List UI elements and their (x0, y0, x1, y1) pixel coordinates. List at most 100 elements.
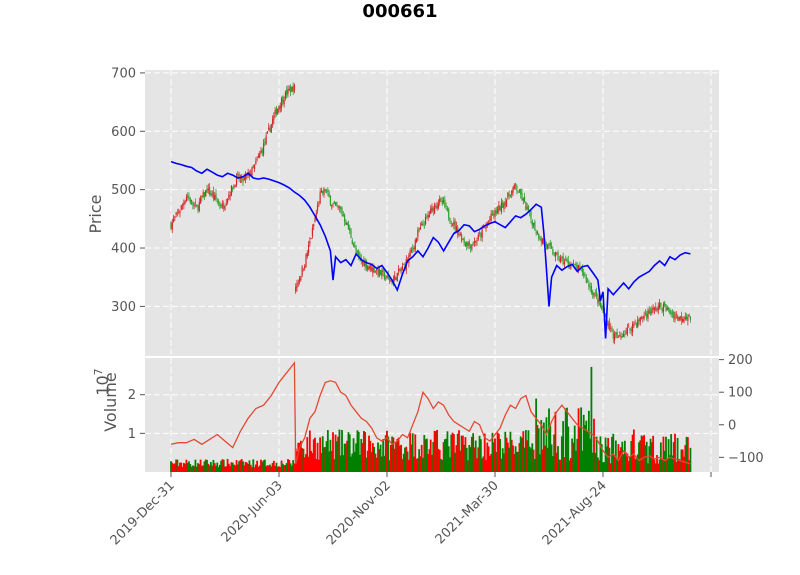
candle-body (352, 243, 355, 247)
candle-body (307, 244, 310, 253)
candle-body (383, 272, 386, 280)
candle-body (516, 185, 518, 191)
candle-body (602, 309, 604, 311)
volume-bar (375, 457, 378, 472)
candle-body (390, 280, 392, 282)
candle-body (462, 238, 464, 240)
volume-bar (671, 455, 674, 472)
candle-body (556, 252, 558, 254)
volume-bar (548, 408, 550, 472)
candle-body (403, 264, 405, 265)
candle-body (174, 216, 176, 218)
volume-bar (510, 439, 513, 472)
candle-body (450, 223, 452, 225)
volume-bar (308, 430, 311, 472)
volume-bar (522, 431, 525, 472)
volume-bar (240, 459, 243, 472)
candle-body (622, 334, 625, 337)
candle-body (503, 203, 505, 209)
volume-bar (198, 464, 201, 472)
volume-bar (620, 447, 622, 472)
volume-bar (274, 465, 277, 472)
candle-body (396, 272, 398, 282)
candle-body (283, 100, 285, 104)
candle-body (463, 238, 465, 243)
volume-bar (477, 447, 480, 472)
volume-bar (506, 442, 509, 472)
volume-bar (679, 459, 682, 472)
candle-body (255, 160, 257, 165)
candle-body (410, 249, 413, 252)
candle-body (338, 205, 341, 208)
candle-body (584, 275, 586, 277)
volume-bar (330, 450, 333, 472)
volume-axis-exponent: 107 (92, 368, 112, 395)
candle-body (676, 315, 679, 319)
volume-bar (266, 465, 269, 472)
volume-bar (626, 453, 629, 472)
volume-bar (441, 459, 444, 472)
volume-bar (424, 439, 427, 472)
candle-body (667, 308, 670, 310)
volume-bar (590, 366, 593, 472)
candle-body (189, 198, 191, 203)
candle-body (574, 264, 576, 265)
volume-bar (488, 455, 491, 472)
volume-bar (348, 434, 351, 472)
candle-body (567, 260, 569, 265)
volume-bar (460, 435, 463, 472)
volume-bar (675, 461, 678, 472)
candle-body (435, 205, 437, 208)
volume-bar (203, 461, 206, 472)
candle-body (595, 291, 598, 297)
volume-bar (215, 465, 217, 472)
x-tick-label: 2020-Jun-03 (219, 478, 286, 545)
volume-bar (323, 447, 325, 472)
candle-body (594, 293, 596, 294)
candle-body (401, 266, 404, 271)
volume-bar (225, 466, 228, 472)
volume-bar (436, 429, 439, 472)
candle-body (414, 240, 416, 250)
volume-bar (186, 462, 189, 472)
chart-title: 000661 (362, 1, 437, 22)
volume-bar (563, 457, 566, 472)
candle-body (678, 317, 680, 321)
volume-bar (501, 448, 504, 472)
candle-body (264, 141, 266, 143)
volume-bar (636, 454, 639, 472)
volume-bar (235, 460, 238, 472)
candle-body (495, 210, 497, 214)
indicator-tick-label: 200 (728, 353, 753, 368)
volume-bar (667, 439, 670, 472)
candle-body (523, 196, 526, 202)
volume-bar (535, 398, 538, 472)
volume-bar (528, 446, 531, 472)
volume-bar (176, 459, 179, 472)
volume-bar (233, 464, 235, 472)
candle-body (581, 268, 584, 273)
volume-bar (370, 451, 373, 472)
candle-body (219, 202, 221, 206)
candle-body (188, 196, 190, 199)
candle-body (176, 211, 179, 213)
volume-bar (508, 447, 511, 472)
candle-body (626, 328, 629, 334)
volume-bar (270, 466, 273, 472)
volume-bar (684, 445, 687, 472)
price-y-ticks: 300 400 500 600 700 (111, 66, 145, 315)
candle-body (324, 189, 326, 192)
candle-body (300, 276, 302, 281)
candle-body (199, 197, 202, 204)
candle-body (305, 254, 307, 268)
volume-bar (321, 436, 324, 472)
volume-bar (598, 460, 601, 472)
volume-bar (555, 452, 558, 472)
candle-body (355, 247, 357, 254)
volume-bar (279, 466, 282, 472)
volume-bar (301, 448, 304, 472)
volume-bar (644, 445, 647, 472)
candle-body (467, 243, 469, 247)
volume-bar (179, 462, 181, 472)
volume-bar (413, 456, 415, 472)
